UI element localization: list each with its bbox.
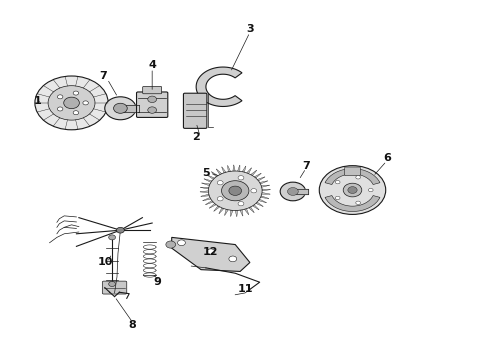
Polygon shape <box>261 196 269 199</box>
Wedge shape <box>325 195 380 212</box>
Circle shape <box>217 197 223 201</box>
Polygon shape <box>262 189 270 191</box>
Polygon shape <box>257 177 265 181</box>
Polygon shape <box>245 209 249 215</box>
Circle shape <box>238 202 244 206</box>
Text: 5: 5 <box>202 168 210 178</box>
Circle shape <box>83 101 88 105</box>
Polygon shape <box>221 167 226 173</box>
Text: 11: 11 <box>237 284 253 294</box>
Circle shape <box>251 189 257 193</box>
Polygon shape <box>260 181 268 184</box>
Text: 7: 7 <box>302 161 310 171</box>
Polygon shape <box>219 208 224 214</box>
Circle shape <box>348 186 357 193</box>
Polygon shape <box>196 67 242 107</box>
FancyBboxPatch shape <box>344 167 360 176</box>
Polygon shape <box>256 202 263 207</box>
Circle shape <box>238 176 244 180</box>
Polygon shape <box>248 207 254 213</box>
Text: 3: 3 <box>246 24 254 35</box>
Circle shape <box>343 183 362 197</box>
Circle shape <box>229 186 242 195</box>
Text: 9: 9 <box>153 277 161 287</box>
Polygon shape <box>200 191 208 193</box>
FancyBboxPatch shape <box>102 281 127 294</box>
Circle shape <box>73 91 78 95</box>
Circle shape <box>208 171 262 211</box>
Circle shape <box>368 188 373 192</box>
Wedge shape <box>325 168 380 185</box>
Polygon shape <box>205 201 213 205</box>
Circle shape <box>217 181 223 185</box>
Circle shape <box>319 166 386 215</box>
Polygon shape <box>202 183 210 186</box>
Circle shape <box>207 249 215 255</box>
Circle shape <box>335 196 340 200</box>
Circle shape <box>166 241 175 248</box>
Polygon shape <box>230 210 233 216</box>
Circle shape <box>335 180 340 184</box>
Text: 12: 12 <box>203 247 219 257</box>
Circle shape <box>280 182 306 201</box>
Polygon shape <box>172 237 250 271</box>
Polygon shape <box>211 172 218 177</box>
Polygon shape <box>209 203 216 208</box>
Circle shape <box>109 282 116 287</box>
Circle shape <box>109 235 116 240</box>
Circle shape <box>221 181 249 201</box>
Circle shape <box>73 111 78 115</box>
Text: 7: 7 <box>99 71 107 81</box>
Circle shape <box>148 107 157 113</box>
Circle shape <box>356 176 361 179</box>
Polygon shape <box>224 209 228 215</box>
Polygon shape <box>203 198 211 201</box>
Polygon shape <box>262 193 270 194</box>
Text: 4: 4 <box>148 60 156 70</box>
Circle shape <box>57 107 63 111</box>
Polygon shape <box>251 170 257 176</box>
Polygon shape <box>259 199 267 203</box>
Polygon shape <box>233 165 235 171</box>
Text: 10: 10 <box>98 257 113 267</box>
Text: 2: 2 <box>192 132 200 142</box>
FancyBboxPatch shape <box>137 92 168 117</box>
Circle shape <box>105 97 136 120</box>
Circle shape <box>288 188 298 195</box>
Polygon shape <box>201 194 209 197</box>
FancyBboxPatch shape <box>143 86 162 94</box>
Circle shape <box>64 97 79 109</box>
Circle shape <box>148 96 157 103</box>
Circle shape <box>177 240 185 246</box>
Polygon shape <box>216 169 222 175</box>
Circle shape <box>356 201 361 204</box>
Polygon shape <box>227 166 231 172</box>
Polygon shape <box>254 173 261 178</box>
Polygon shape <box>200 187 209 189</box>
Text: 1: 1 <box>33 96 41 106</box>
Polygon shape <box>252 205 259 210</box>
Polygon shape <box>235 210 238 217</box>
Polygon shape <box>240 210 243 216</box>
Polygon shape <box>261 185 270 187</box>
Polygon shape <box>238 165 240 171</box>
Circle shape <box>48 86 95 120</box>
FancyBboxPatch shape <box>183 93 207 129</box>
Circle shape <box>57 95 63 99</box>
Polygon shape <box>204 179 212 183</box>
Circle shape <box>117 227 124 233</box>
Polygon shape <box>207 175 215 179</box>
Circle shape <box>114 103 127 113</box>
Text: 8: 8 <box>129 320 137 330</box>
Circle shape <box>229 256 237 262</box>
Text: 6: 6 <box>383 153 391 163</box>
Polygon shape <box>246 168 251 174</box>
Polygon shape <box>242 166 246 172</box>
Circle shape <box>35 76 108 130</box>
Polygon shape <box>214 206 220 211</box>
